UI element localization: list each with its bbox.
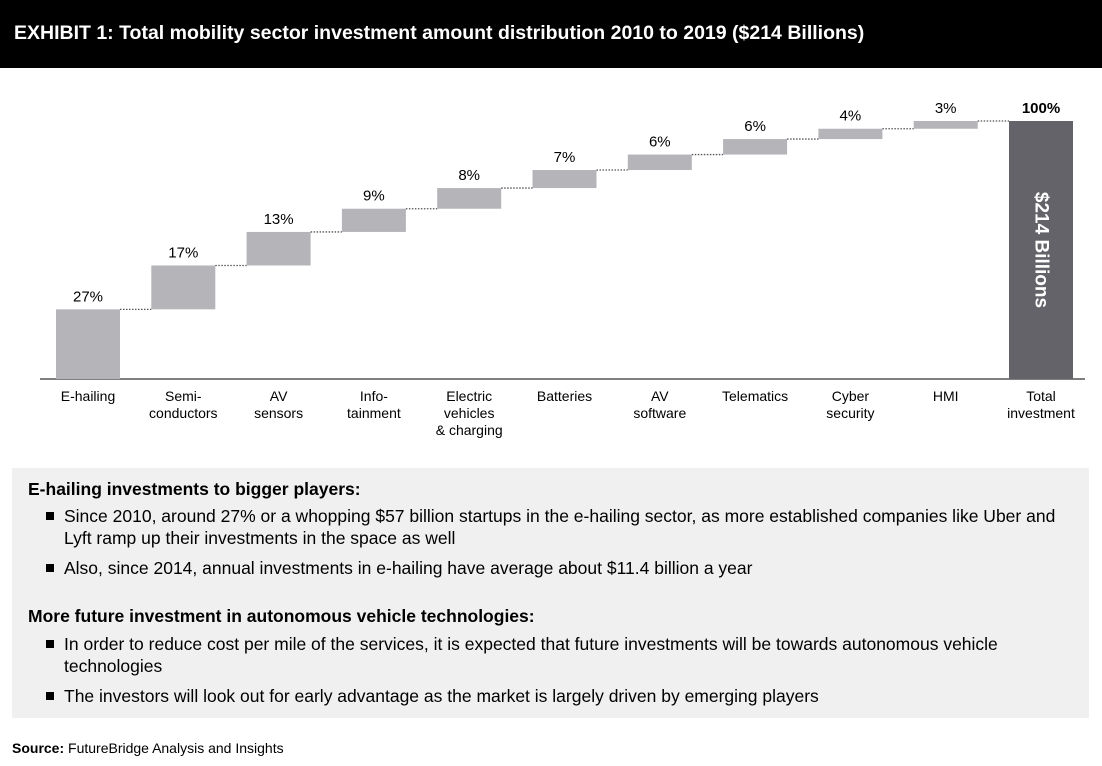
value-label: 8% bbox=[458, 167, 480, 184]
category-label: security bbox=[826, 405, 874, 421]
category-label: Cyber bbox=[832, 388, 870, 404]
category-label: Semi- bbox=[165, 388, 202, 404]
category-label: AV bbox=[651, 388, 669, 404]
value-label: 4% bbox=[840, 108, 862, 125]
category-label: & charging bbox=[436, 422, 503, 438]
category-label: AV bbox=[270, 388, 288, 404]
value-label: 100% bbox=[1022, 100, 1060, 117]
category-label: conductors bbox=[149, 405, 217, 421]
value-label: 13% bbox=[264, 211, 294, 228]
source-text: FutureBridge Analysis and Insights bbox=[64, 740, 284, 756]
source-label: Source: bbox=[12, 740, 65, 756]
bullet-marker bbox=[46, 640, 54, 648]
bullet-marker bbox=[46, 692, 54, 700]
value-label: 6% bbox=[744, 118, 766, 135]
segment-bar bbox=[723, 139, 788, 155]
category-label: tainment bbox=[347, 405, 401, 421]
category-label: HMI bbox=[933, 388, 959, 404]
bullet-text: Since 2010, around 27% or a whopping $57… bbox=[64, 506, 1056, 548]
value-label: 27% bbox=[73, 288, 103, 305]
section-title-autonomous: More future investment in autonomous veh… bbox=[28, 606, 535, 626]
value-label: 9% bbox=[363, 188, 385, 205]
segment-bar bbox=[532, 170, 597, 189]
exhibit-header: EXHIBIT 1: Total mobility sector investm… bbox=[0, 0, 1102, 68]
category-label: vehicles bbox=[444, 405, 495, 421]
category-label: E-hailing bbox=[61, 388, 115, 404]
segment-bar bbox=[151, 265, 216, 310]
category-label: Electric bbox=[446, 388, 492, 404]
notes-panel: E-hailing investments to bigger players:… bbox=[12, 468, 1089, 718]
waterfall-chart: 27%E-hailing17%Semi-conductors13%AVsenso… bbox=[40, 100, 1085, 438]
bullet-text: In order to reduce cost per mile of the … bbox=[64, 634, 998, 676]
bullet-text: The investors will look out for early ad… bbox=[64, 686, 819, 706]
segment-bar bbox=[913, 121, 978, 129]
segment-bar bbox=[341, 208, 406, 232]
bullet-marker bbox=[46, 564, 54, 572]
value-label: 7% bbox=[554, 149, 576, 166]
bullet-marker bbox=[46, 512, 54, 520]
value-label: 3% bbox=[935, 100, 957, 117]
category-label: sensors bbox=[254, 405, 303, 421]
segment-bar bbox=[627, 154, 692, 171]
segment-bar bbox=[56, 309, 120, 379]
segment-bar bbox=[246, 231, 311, 266]
category-label: Telematics bbox=[722, 388, 788, 404]
source-note: Source: FutureBridge Analysis and Insigh… bbox=[12, 740, 284, 756]
segment-bar bbox=[818, 128, 883, 140]
category-label: Batteries bbox=[537, 388, 592, 404]
total-inner-label: $214 Billions bbox=[1031, 192, 1052, 308]
value-label: 17% bbox=[168, 244, 198, 261]
category-label: software bbox=[633, 405, 686, 421]
bullet-text: Also, since 2014, annual investments in … bbox=[64, 558, 753, 578]
value-label: 6% bbox=[649, 134, 671, 151]
total-bar bbox=[1009, 121, 1073, 379]
category-label: Info- bbox=[360, 388, 388, 404]
category-label: Total bbox=[1026, 388, 1056, 404]
category-label: investment bbox=[1007, 405, 1075, 421]
exhibit-title: EXHIBIT 1: Total mobility sector investm… bbox=[14, 22, 865, 44]
segment-bar bbox=[437, 188, 502, 209]
section-title-e-hailing: E-hailing investments to bigger players: bbox=[28, 479, 361, 499]
